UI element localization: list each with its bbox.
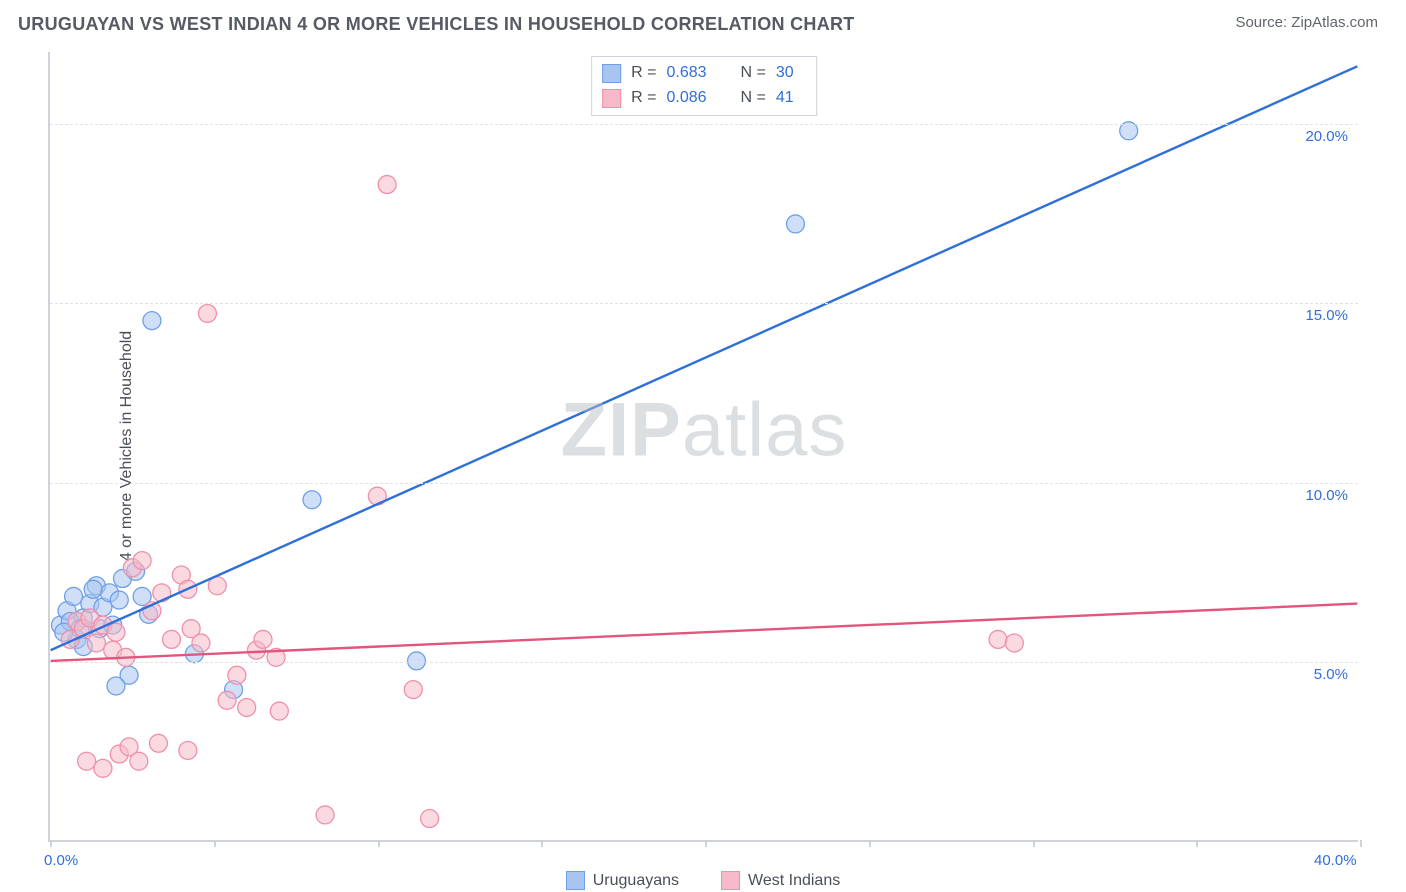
- y-tick-label: 15.0%: [1305, 307, 1348, 324]
- x-tick: [869, 840, 871, 847]
- legend-item: Uruguayans: [566, 871, 679, 890]
- gridline: [50, 124, 1358, 125]
- n-label: N =: [741, 61, 766, 86]
- trend-line: [51, 66, 1358, 650]
- y-tick-label: 5.0%: [1314, 666, 1348, 683]
- x-tick: [50, 840, 52, 847]
- x-tick: [1033, 840, 1035, 847]
- scatter-plot: ZIPatlas R =0.683N =30R =0.086N =41 5.0%…: [48, 52, 1358, 842]
- chart-title: URUGUAYAN VS WEST INDIAN 4 OR MORE VEHIC…: [18, 14, 855, 35]
- r-value: 0.683: [667, 61, 723, 86]
- source-attribution: Source: ZipAtlas.com: [1235, 14, 1378, 31]
- correlation-legend: R = 0.683 N = 30 R = 0.086 N = 41: [591, 56, 817, 116]
- x-tick: [378, 840, 380, 847]
- legend-swatch: [602, 64, 621, 83]
- x-tick: [214, 840, 216, 847]
- gridline: [50, 662, 1358, 663]
- legend-swatch: [566, 871, 585, 890]
- legend-item: West Indians: [721, 871, 840, 890]
- n-label: N =: [741, 86, 766, 111]
- x-min-label: 0.0%: [44, 852, 78, 869]
- x-tick: [1360, 840, 1362, 847]
- r-label: R =: [631, 61, 656, 86]
- legend-row: R = 0.086 N = 41: [602, 86, 806, 111]
- y-tick-label: 10.0%: [1305, 487, 1348, 504]
- gridline: [50, 483, 1358, 484]
- legend-row: R = 0.683 N = 30: [602, 61, 806, 86]
- x-max-label: 40.0%: [1314, 852, 1357, 869]
- n-value: 41: [776, 86, 806, 111]
- x-tick: [705, 840, 707, 847]
- r-label: R =: [631, 86, 656, 111]
- legend-label: West Indians: [748, 872, 840, 890]
- legend-swatch: [721, 871, 740, 890]
- legend-label: Uruguayans: [593, 872, 679, 890]
- series-legend: Uruguayans West Indians: [48, 871, 1358, 890]
- x-tick: [541, 840, 543, 847]
- trend-lines-layer: [50, 52, 1358, 840]
- r-value: 0.086: [667, 86, 723, 111]
- n-value: 30: [776, 61, 806, 86]
- x-tick: [1196, 840, 1198, 847]
- trend-line: [51, 604, 1358, 661]
- legend-swatch: [602, 89, 621, 108]
- gridline: [50, 303, 1358, 304]
- y-tick-label: 20.0%: [1305, 128, 1348, 145]
